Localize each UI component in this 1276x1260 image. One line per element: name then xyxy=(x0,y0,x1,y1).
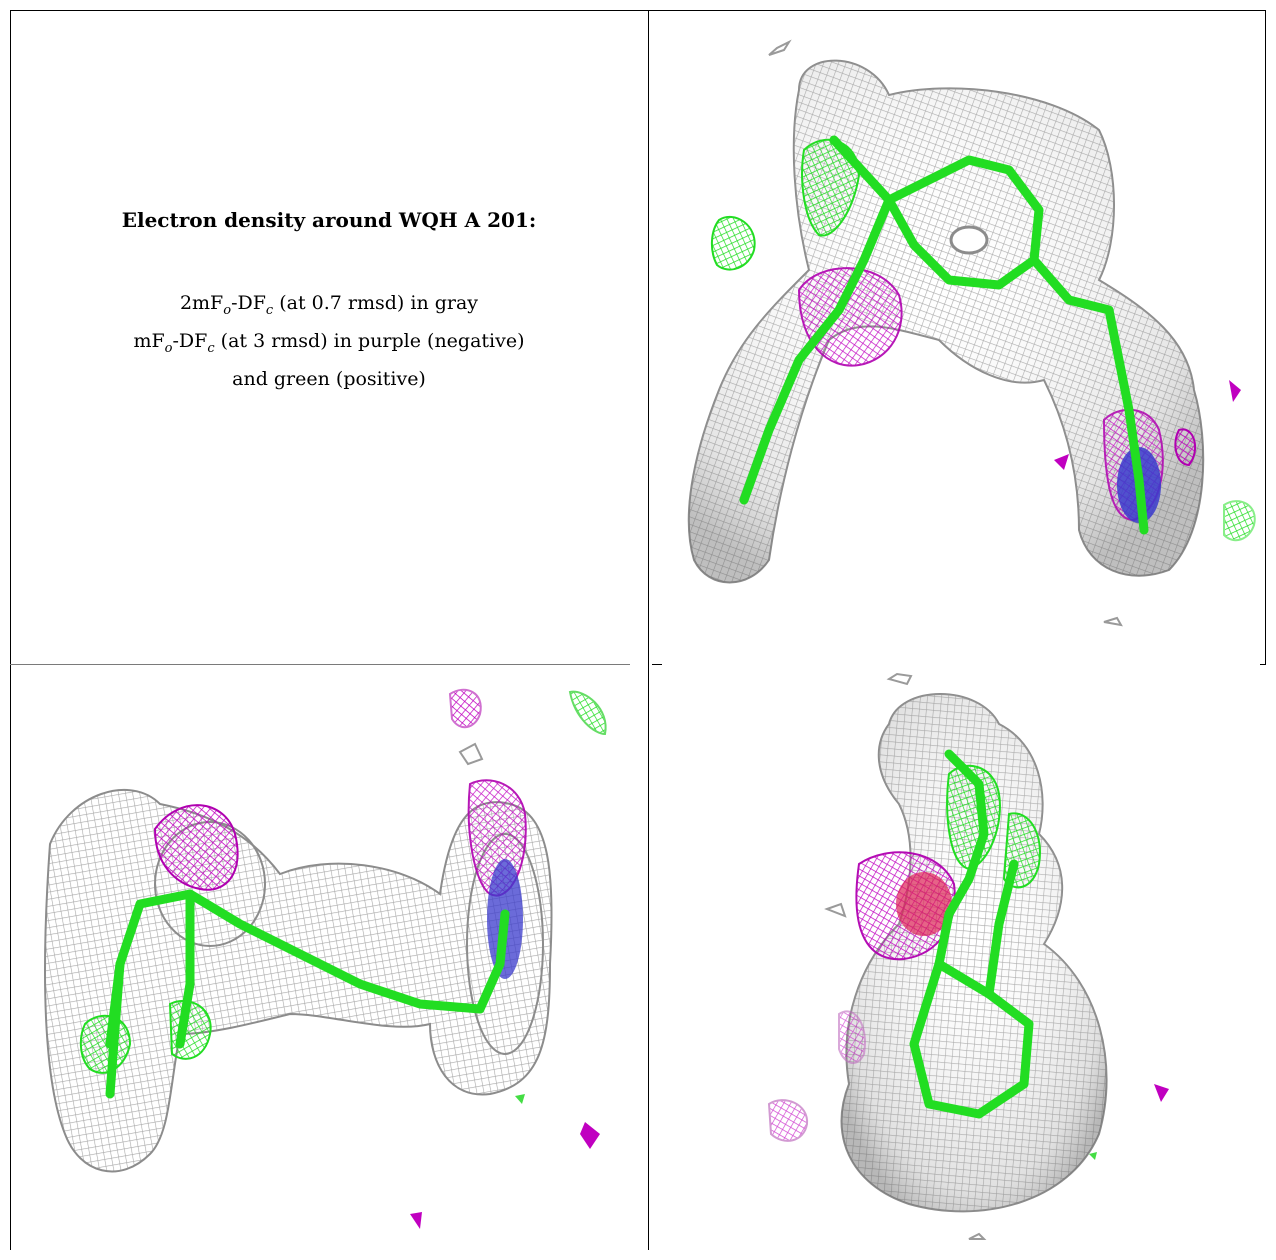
caption-line-positive: and green (positive) xyxy=(232,367,426,390)
mesh-2fofc-side xyxy=(44,788,553,1173)
caption-cell: Electron density around WQH A 201: 2mFo-… xyxy=(10,10,648,664)
view-top-right xyxy=(649,10,1266,664)
grid-rule xyxy=(10,10,1266,11)
density-render-end xyxy=(767,672,1169,1240)
caption-subscript: c xyxy=(207,340,215,356)
caption-subscript: o xyxy=(164,340,173,356)
caption-line-fofc: mFo-DFc (at 3 rmsd) in purple (negative) xyxy=(30,326,628,364)
caption-subscript: c xyxy=(265,302,274,318)
caption-text: 2mF xyxy=(179,292,224,314)
caption-text: (at 0.7 rmsd) in gray xyxy=(273,292,479,314)
caption-text: -DF xyxy=(172,329,208,352)
grid-rule xyxy=(10,10,11,1250)
view-bottom-right xyxy=(649,664,1266,1250)
caption-text: -DF xyxy=(231,292,266,314)
mesh-fofc-positive-front xyxy=(711,138,1256,542)
grid-rule xyxy=(652,664,662,665)
oxygen-atom-end xyxy=(896,872,952,936)
stray-fragment xyxy=(515,1094,525,1104)
grid-rule xyxy=(1260,664,1266,665)
figure-caption: Electron density around WQH A 201: 2mFo-… xyxy=(30,208,628,394)
caption-line-2fofc: 2mFo-DFc (at 0.7 rmsd) in gray xyxy=(30,288,628,326)
mesh-2fofc-end xyxy=(840,693,1108,1213)
ligand-stick-front xyxy=(739,135,1149,535)
view-bottom-left xyxy=(10,664,648,1250)
density-render-front xyxy=(687,39,1256,627)
ligand-stick-end xyxy=(909,749,1034,1119)
stray-fragment xyxy=(886,672,913,686)
figure-grid: Electron density around WQH A 201: 2mFo-… xyxy=(10,10,1266,1250)
caption-subscript: o xyxy=(223,302,232,318)
ligand-stick-side xyxy=(105,889,510,1099)
stray-fragment xyxy=(968,1232,987,1240)
caption-text: (at 3 rmsd) in purple (negative) xyxy=(214,329,525,352)
stray-fragment xyxy=(1103,616,1123,627)
stray-fragment xyxy=(768,39,792,56)
grid-rule xyxy=(648,10,649,1250)
stray-fragment xyxy=(824,902,847,918)
caption-text: mF xyxy=(133,329,165,352)
caption-title: Electron density around WQH A 201: xyxy=(121,208,537,232)
grid-rule xyxy=(1265,10,1266,664)
stray-fragment xyxy=(1089,1152,1097,1160)
stray-fragment xyxy=(458,742,484,766)
grid-rule xyxy=(10,664,630,665)
density-render-side xyxy=(44,688,607,1229)
